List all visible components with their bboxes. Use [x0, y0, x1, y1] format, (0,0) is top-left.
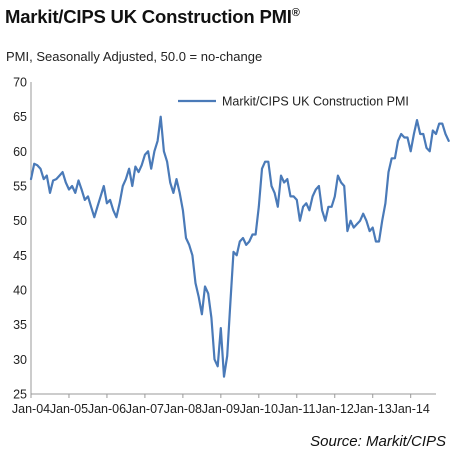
y-tick-label: 70 [13, 76, 27, 90]
y-tick-label: 30 [13, 353, 27, 367]
x-tick-label: Jan-07 [126, 402, 164, 416]
legend-label: Markit/CIPS UK Construction PMI [222, 95, 409, 109]
x-tick-label: Jan-12 [316, 402, 354, 416]
series-line [29, 115, 450, 378]
y-tick-label: 60 [13, 145, 27, 159]
x-tick-label: Jan-06 [88, 402, 126, 416]
y-tick-label: 65 [13, 110, 27, 124]
x-tick-label: Jan-05 [50, 402, 88, 416]
x-tick-label: Jan-08 [164, 402, 202, 416]
y-tick-label: 55 [13, 180, 27, 194]
y-tick-label: 45 [13, 249, 27, 263]
chart-source: Source: Markit/CIPS [310, 433, 446, 450]
y-tick-label: 50 [13, 214, 27, 228]
registered-mark: ® [291, 6, 300, 19]
x-tick-label: Jan-04 [12, 402, 50, 416]
chart-title: Markit/CIPS UK Construction PMI® [5, 6, 300, 27]
y-tick-label: 25 [13, 388, 27, 402]
x-tick-label: Jan-11 [278, 402, 315, 416]
chart-subtitle: PMI, Seasonally Adjusted, 50.0 = no-chan… [6, 49, 263, 64]
y-tick-label: 40 [13, 284, 27, 298]
legend: Markit/CIPS UK Construction PMI [178, 95, 409, 109]
x-tick-label: Jan-13 [354, 402, 392, 416]
x-tick-label: Jan-14 [392, 402, 430, 416]
x-tick-label: Jan-10 [240, 402, 278, 416]
x-tick-label: Jan-09 [202, 402, 240, 416]
y-tick-label: 35 [13, 318, 27, 332]
